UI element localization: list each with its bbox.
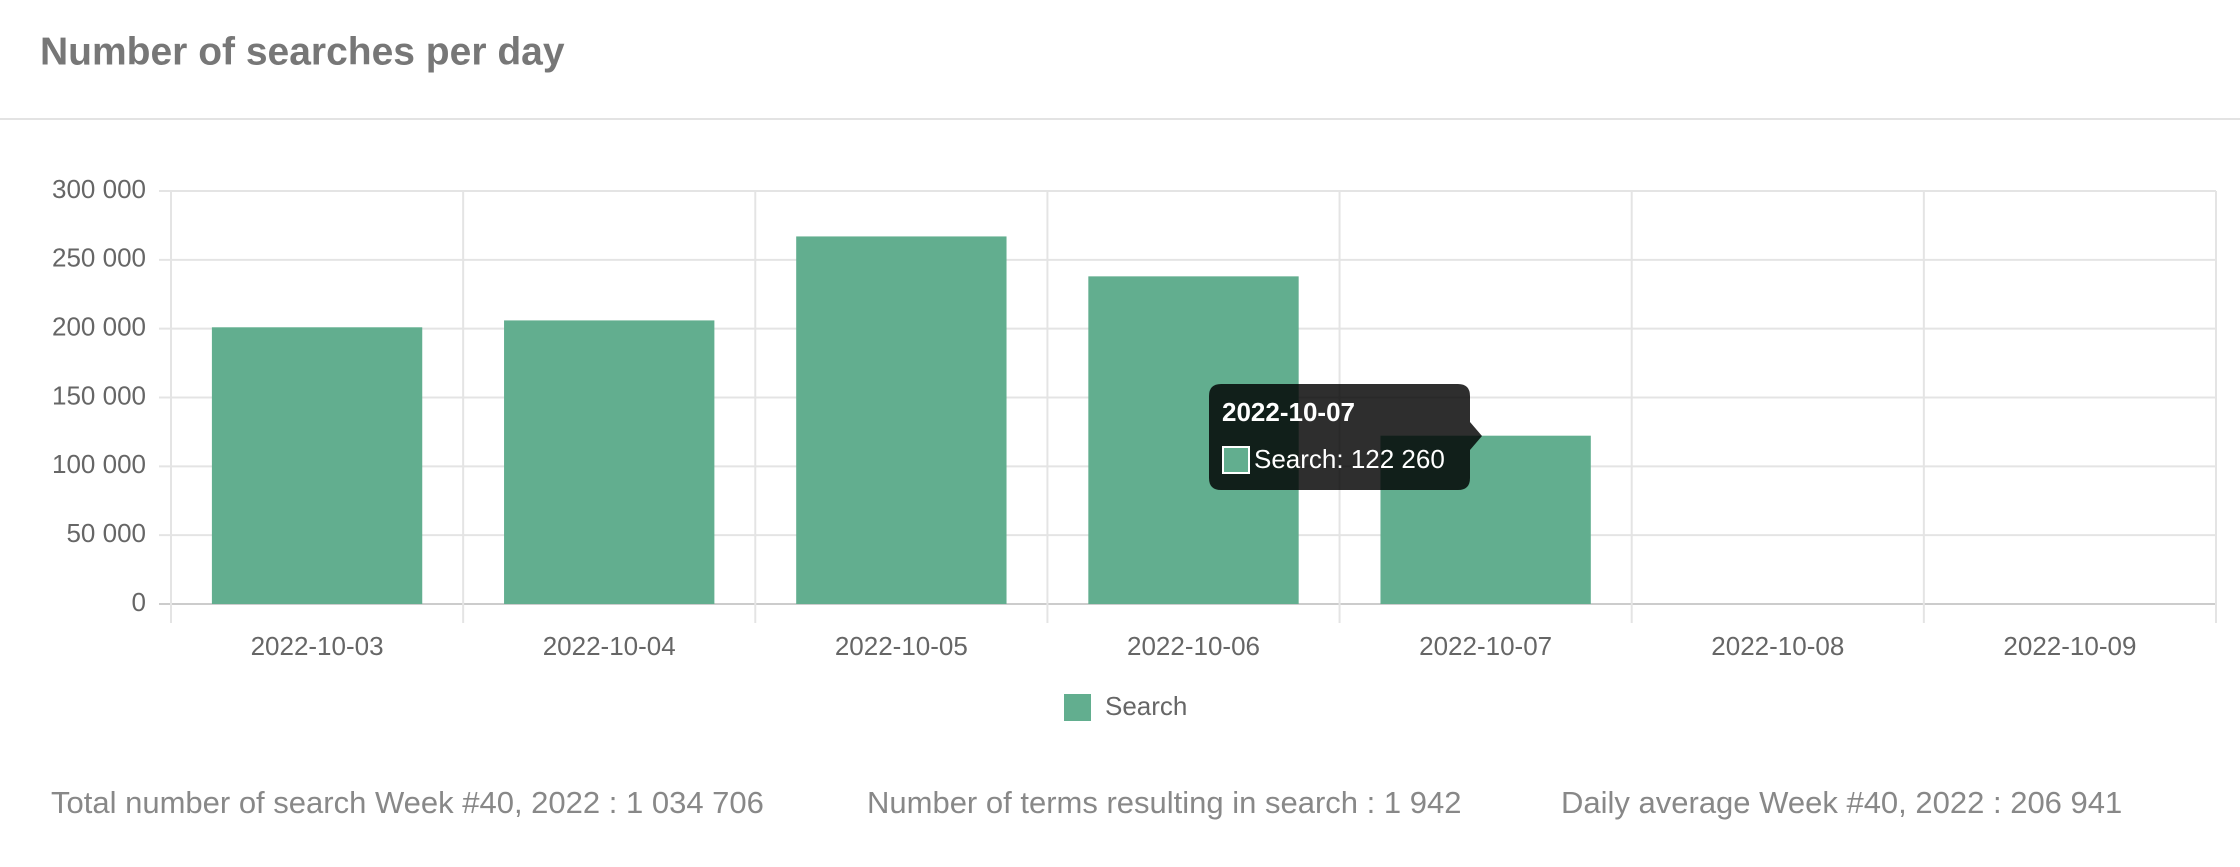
x-tick-label: 2022-10-05 [835, 631, 968, 661]
legend-swatch [1064, 694, 1091, 721]
stat: Number of terms resulting in search : 1 … [867, 785, 1461, 820]
x-tick-label: 2022-10-04 [543, 631, 676, 661]
y-tick-label: 100 000 [52, 449, 146, 479]
x-tick-label: 2022-10-08 [1711, 631, 1844, 661]
x-tick-label: 2022-10-07 [1419, 631, 1552, 661]
legend-label: Search [1105, 691, 1187, 721]
tooltip-title: 2022-10-07 [1222, 397, 1355, 427]
tooltip-swatch [1222, 446, 1250, 474]
y-tick-label: 150 000 [52, 380, 146, 410]
x-tick-label: 2022-10-03 [251, 631, 384, 661]
y-tick-label: 250 000 [52, 243, 146, 273]
y-tick-label: 200 000 [52, 312, 146, 342]
y-tick-label: 50 000 [66, 518, 146, 548]
tooltip: 2022-10-07 Search: 122 260 [1209, 384, 1482, 490]
y-tick-label: 0 [132, 587, 146, 617]
stat: Total number of search Week #40, 2022 : … [51, 785, 764, 820]
y-tick-label: 300 000 [52, 174, 146, 204]
x-tick-label: 2022-10-09 [2003, 631, 2136, 661]
x-tick-label: 2022-10-06 [1127, 631, 1260, 661]
plot: 0 50 000 100 000 150 000 200 000 250 000 300 0… [52, 174, 2217, 721]
bar [211, 327, 423, 604]
stat: Daily average Week #40, 2022 : 206 941 [1561, 785, 2122, 820]
tooltip-box [1209, 384, 1482, 490]
chart-title: Number of searches per day [40, 30, 565, 73]
tooltip-label: Search: 122 260 [1254, 444, 1445, 474]
bar [504, 320, 715, 604]
bar [796, 236, 1007, 604]
